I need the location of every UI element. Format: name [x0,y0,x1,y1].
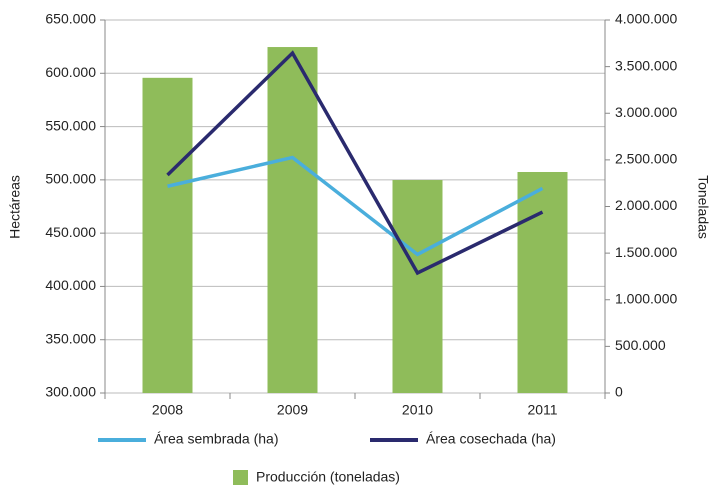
y-tick-label: 450.000 [45,224,96,240]
y2-tick-label: 1.500.000 [615,244,677,260]
bar [142,77,193,393]
y-tick-label: 300.000 [45,384,96,400]
y2-tick-label: 1.000.000 [615,290,677,306]
bar [392,180,443,393]
y-tick-label: 500.000 [45,171,96,187]
x-tick-label: 2009 [277,402,308,418]
y2-tick-label: 3.000.000 [615,104,677,120]
line [166,50,544,276]
legend-label: Área sembrada (ha) [154,431,279,447]
x-tick-label: 2008 [152,402,183,418]
y2-tick-label: 4.000.000 [615,11,677,27]
y-tick-label: 550.000 [45,117,96,133]
legend-swatch [233,470,248,485]
bar [517,171,568,393]
y2-tick-label: 2.500.000 [615,151,677,167]
y-tick-label: 650.000 [45,11,96,27]
y-tick-label: 600.000 [45,64,96,80]
y-tick-label: 350.000 [45,330,96,346]
y2-tick-label: 0 [615,384,623,400]
y2-tick-label: 2.000.000 [615,197,677,213]
legend-label: Producción (toneladas) [256,469,400,485]
x-tick-label: 2011 [527,402,557,418]
y2-axis-title: Toneladas [695,175,711,239]
y2-tick-label: 3.500.000 [615,57,677,73]
x-tick-label: 2010 [402,402,433,418]
y2-tick-label: 500.000 [615,337,666,353]
y-tick-label: 400.000 [45,277,96,293]
bar [267,47,318,393]
line [167,155,544,257]
y-axis-title: Hectáreas [7,175,23,239]
legend-label: Área cosechada (ha) [426,431,556,447]
